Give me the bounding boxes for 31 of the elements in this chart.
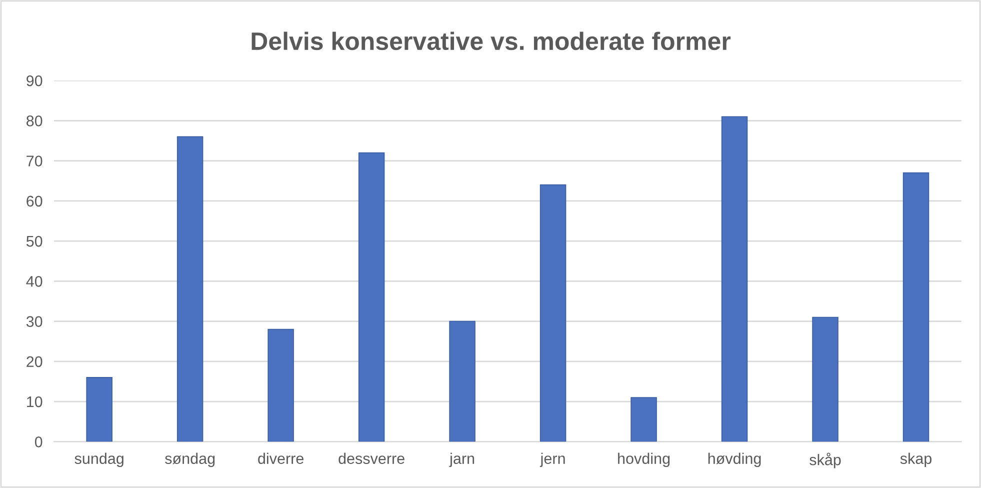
- bar: [902, 172, 930, 442]
- bar: [86, 377, 112, 442]
- bar: [268, 328, 294, 442]
- x-tick-label: høvding: [708, 452, 761, 467]
- x-tick-label: diverre: [258, 452, 304, 464]
- y-tick-label: 80: [26, 116, 42, 126]
- bar: [358, 152, 385, 442]
- y-tick-label: 90: [26, 75, 42, 86]
- bar: [540, 184, 566, 442]
- x-tick-label: jarn: [449, 452, 474, 467]
- y-tick-label: 30: [26, 316, 42, 327]
- chart-title: Delvis konservative vs. moderate former: [252, 32, 731, 50]
- bar: [630, 397, 657, 442]
- bar: [176, 136, 204, 442]
- x-tick-label: sundag: [74, 452, 124, 467]
- x-tick-label: skåp: [810, 452, 841, 468]
- x-tick-label: søndag: [165, 452, 215, 467]
- bar: [812, 316, 838, 442]
- x-tick-label: skap: [900, 452, 932, 467]
- y-tick-label: 10: [27, 396, 42, 408]
- x-tick-label: hovding: [618, 452, 670, 467]
- y-tick-label: 70: [26, 156, 42, 166]
- y-tick-label: 60: [26, 196, 42, 207]
- y-tick-label: 0: [34, 436, 42, 448]
- y-tick-label: 40: [26, 276, 42, 287]
- x-tick-label: dessverre: [338, 452, 404, 464]
- bar: [721, 116, 748, 442]
- y-tick-label: 20: [26, 356, 42, 368]
- bar: [449, 320, 476, 442]
- x-tick-label: jern: [540, 452, 565, 467]
- y-tick-label: 50: [26, 236, 42, 247]
